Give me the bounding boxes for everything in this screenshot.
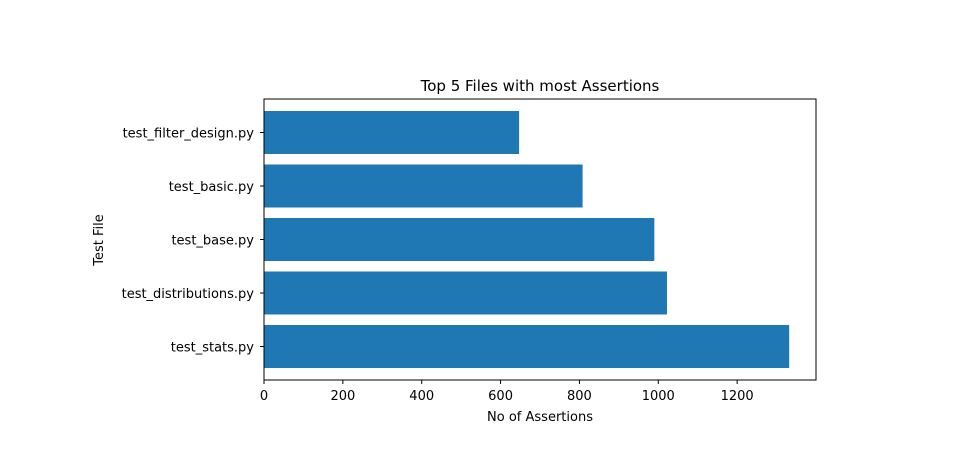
y-axis-title: Test File (92, 214, 107, 267)
x-tick-label: 200 (330, 389, 355, 404)
y-tick-label: test_basic.py (169, 180, 255, 195)
y-tick-label: test_stats.py (171, 341, 255, 356)
x-tick-label: 400 (409, 389, 434, 404)
bar-test-stats-py (264, 325, 790, 368)
x-axis: 0 200 400 600 800 1000 1200 (260, 380, 754, 404)
bar-test-base-py (264, 218, 655, 261)
bar-test-distributions-py (264, 271, 667, 315)
y-tick-label: test_base.py (171, 234, 254, 249)
x-axis-title: No of Assertions (487, 410, 593, 425)
bar-test-basic-py (264, 164, 583, 208)
bars-group (264, 111, 790, 368)
x-tick-label: 0 (260, 389, 268, 404)
x-tick-label: 600 (488, 389, 513, 404)
bar-test-filter-design-py (264, 111, 520, 154)
y-tick-label: test_filter_design.py (123, 127, 255, 142)
chart-title: Top 5 Files with most Assertions (420, 77, 660, 95)
y-tick-label: test_distributions.py (122, 287, 255, 302)
y-axis: test_stats.py test_distributions.py test_b… (122, 127, 264, 356)
x-tick-label: 800 (567, 389, 592, 404)
x-tick-label: 1200 (721, 389, 754, 404)
x-tick-label: 1000 (642, 389, 675, 404)
